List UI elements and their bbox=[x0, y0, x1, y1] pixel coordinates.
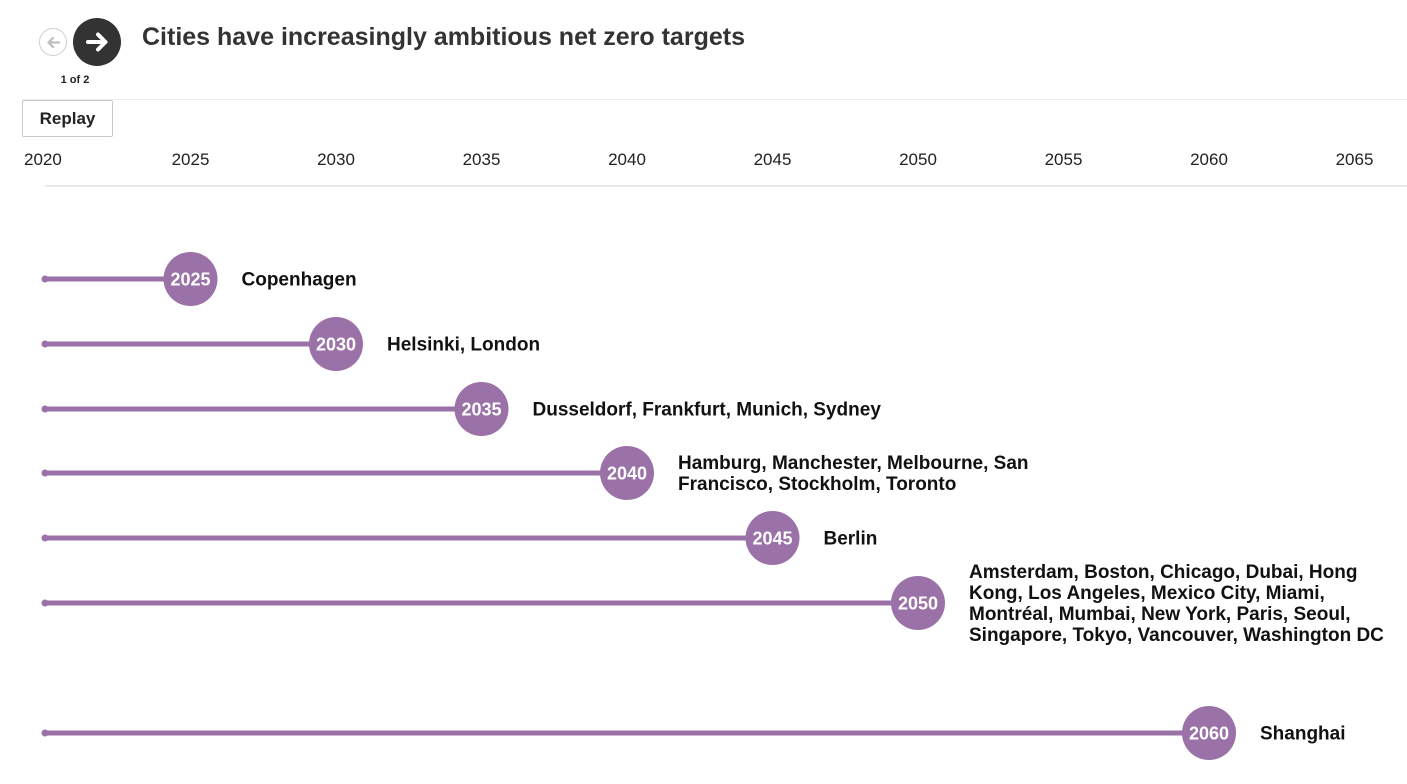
previous-slide-button[interactable] bbox=[39, 28, 67, 56]
city-names-label: Berlin bbox=[824, 529, 878, 550]
city-names-label: Shanghai bbox=[1260, 724, 1346, 745]
x-tick-label: 2050 bbox=[899, 150, 937, 169]
timeline-row: 2035 Dusseldorf, Frankfurt, Munich, Sydne… bbox=[41, 382, 882, 436]
target-year-label: 2040 bbox=[607, 464, 647, 484]
target-year-label: 2060 bbox=[1189, 724, 1229, 744]
arrow-left-icon bbox=[47, 36, 61, 49]
target-year-bubble bbox=[163, 252, 218, 306]
next-slide-button[interactable] bbox=[73, 18, 121, 66]
target-year-bubble bbox=[600, 446, 654, 500]
timeline-row: 2040 Hamburg, Manchester, Melbourne, San F… bbox=[41, 446, 1029, 500]
target-year-label: 2030 bbox=[316, 335, 356, 355]
chart-title: Cities have increasingly ambitious net z… bbox=[142, 23, 745, 51]
city-names-label: Helsinki, London bbox=[387, 335, 540, 356]
x-tick-label: 2055 bbox=[1045, 150, 1083, 169]
timeline-rows: 2025 Copenhagen 2030 Helsinki, London 2035 Du… bbox=[41, 252, 1384, 760]
target-year-bubble bbox=[1182, 706, 1236, 760]
city-names-label: Hamburg, Manchester, Melbourne, San Franc… bbox=[678, 453, 1029, 495]
x-tick-label: 2060 bbox=[1190, 150, 1228, 169]
target-year-label: 2035 bbox=[461, 400, 501, 420]
timeline-row: 2025 Copenhagen bbox=[41, 252, 357, 306]
target-year-label: 2025 bbox=[170, 270, 210, 290]
x-tick-label: 2030 bbox=[317, 150, 355, 169]
arrow-right-icon bbox=[86, 32, 108, 52]
target-year-bubble bbox=[309, 317, 363, 371]
x-tick-label: 2045 bbox=[754, 150, 792, 169]
target-year-label: 2045 bbox=[752, 529, 792, 549]
timeline-row: 2030 Helsinki, London bbox=[41, 317, 540, 371]
city-names-label: Amsterdam, Boston, Chicago, Dubai, Hong K… bbox=[969, 562, 1384, 646]
x-tick-label: 2035 bbox=[463, 150, 501, 169]
x-axis: 2020 2025 2030 2035 2040 2045 2050 2055 2060 2065 bbox=[24, 150, 1373, 169]
x-tick-label: 2040 bbox=[608, 150, 646, 169]
timeline-row: 2045 Berlin bbox=[41, 511, 878, 565]
target-year-bubble bbox=[745, 511, 800, 565]
x-tick-label: 2025 bbox=[172, 150, 210, 169]
city-names-label: Dusseldorf, Frankfurt, Munich, Sydney bbox=[533, 400, 882, 421]
slide-counter: 1 of 2 bbox=[60, 74, 90, 86]
target-year-label: 2050 bbox=[898, 594, 938, 614]
timeline-row: 2060 Shanghai bbox=[41, 706, 1346, 760]
target-year-bubble bbox=[454, 382, 509, 436]
city-names-label: Copenhagen bbox=[242, 270, 357, 291]
x-tick-label: 2065 bbox=[1336, 150, 1374, 169]
replay-button[interactable]: Replay bbox=[22, 100, 113, 137]
chart-header: 1 of 2 Cities have increasingly ambitiou… bbox=[0, 0, 1407, 100]
timeline-row: 2050 Amsterdam, Boston, Chicago, Dubai, H… bbox=[41, 562, 1384, 646]
target-year-bubble bbox=[891, 576, 945, 630]
header-divider bbox=[22, 99, 1407, 100]
x-tick-label: 2020 bbox=[24, 150, 62, 169]
